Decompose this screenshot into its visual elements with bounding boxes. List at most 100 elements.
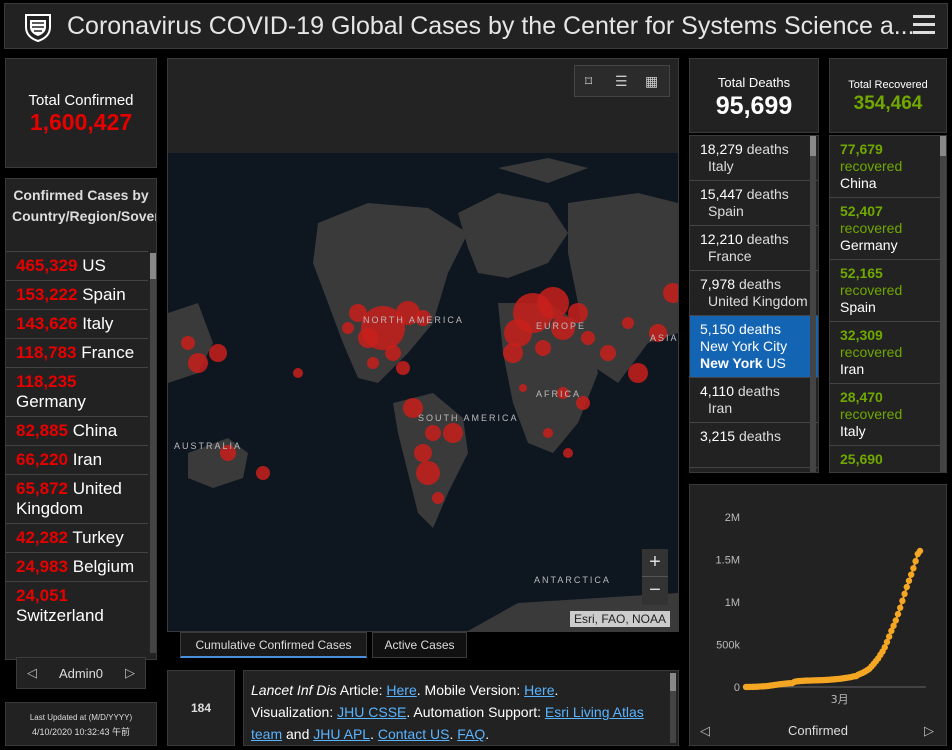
chart-prev-arrow-icon[interactable]: ◁ bbox=[700, 723, 710, 738]
country-row[interactable]: 24,051 Switzerland bbox=[6, 581, 148, 630]
y-tick-label: 0 bbox=[734, 682, 740, 694]
faq-link[interactable]: FAQ bbox=[457, 726, 486, 742]
recovered-row[interactable]: 77,679 recovered China bbox=[830, 136, 946, 198]
qr-icon[interactable]: ▦ bbox=[645, 73, 659, 89]
data-point[interactable] bbox=[896, 604, 904, 611]
country-row[interactable]: 42,282 Turkey bbox=[6, 523, 148, 552]
deaths-row[interactable]: 15,447 deaths Spain bbox=[690, 181, 818, 226]
country-list-scroll-thumb[interactable] bbox=[150, 253, 156, 279]
data-point[interactable] bbox=[912, 557, 919, 565]
deaths-row[interactable]: 3,215 deaths bbox=[690, 423, 818, 468]
deaths-scroll-thumb[interactable] bbox=[810, 136, 816, 156]
recovered-place: Germany bbox=[840, 237, 898, 253]
info-panel: Lancet Inf Dis Article: Here. Mobile Ver… bbox=[243, 670, 679, 746]
pager-label: Admin0 bbox=[58, 666, 104, 681]
deaths-row[interactable]: 7,978 deaths United Kingdom bbox=[690, 271, 818, 316]
country-name: Switzerland bbox=[16, 606, 104, 625]
label-asia: ASIA bbox=[650, 333, 678, 343]
recovered-scroll-thumb[interactable] bbox=[940, 136, 946, 156]
country-list[interactable]: 465,329 US 153,222 Spain 143,626 Italy 118,… bbox=[6, 251, 148, 630]
deaths-row[interactable]: 5,150 deaths New York City New York US bbox=[690, 316, 818, 378]
country-name: Italy bbox=[82, 314, 114, 333]
hamburger-menu-icon[interactable] bbox=[913, 15, 935, 37]
chart-next-arrow-icon[interactable]: ▷ bbox=[924, 723, 934, 738]
mobile-link[interactable]: Here bbox=[524, 682, 555, 698]
country-row[interactable]: 153,222 Spain bbox=[6, 280, 148, 309]
country-list-scrollbar[interactable] bbox=[150, 253, 156, 653]
recovered-row[interactable]: 25,690 bbox=[830, 446, 946, 472]
data-point[interactable] bbox=[883, 638, 891, 646]
data-point[interactable] bbox=[892, 617, 899, 624]
tab-cumulative-confirmed[interactable]: Cumulative Confirmed Cases bbox=[180, 632, 367, 658]
deaths-row[interactable]: 4,110 deaths Iran bbox=[690, 378, 818, 423]
data-point[interactable] bbox=[907, 571, 915, 578]
total-confirmed-panel: Total Confirmed 1,600,427 bbox=[5, 58, 157, 168]
country-row[interactable]: 24,983 Belgium bbox=[6, 552, 148, 581]
country-row[interactable]: 65,872 United Kingdom bbox=[6, 474, 148, 523]
data-point[interactable] bbox=[899, 597, 906, 605]
data-point[interactable] bbox=[888, 627, 895, 635]
country-count-value: 184 bbox=[190, 701, 212, 715]
next-arrow-icon[interactable]: ▷ bbox=[125, 665, 135, 680]
country-name: Turkey bbox=[72, 528, 124, 547]
contact-us-link[interactable]: Contact US bbox=[377, 726, 450, 742]
jhu-apl-link[interactable]: JHU APL bbox=[313, 726, 371, 742]
info-scrollbar[interactable] bbox=[670, 673, 676, 743]
recovered-scrollbar[interactable] bbox=[940, 136, 946, 472]
data-point[interactable] bbox=[916, 547, 924, 555]
world-map[interactable]: NORTH AMERICA SOUTH AMERICA EUROPE AFRIC… bbox=[167, 58, 679, 632]
recovered-place: Italy bbox=[840, 423, 866, 439]
recovered-unit: recovered bbox=[840, 158, 903, 174]
esri-living-atlas-link[interactable]: Esri Living Atlas team bbox=[251, 704, 644, 742]
data-point[interactable] bbox=[910, 565, 917, 572]
info-text-part: . bbox=[485, 726, 490, 742]
tab-active-cases[interactable]: Active Cases bbox=[372, 632, 467, 658]
info-scroll-thumb[interactable] bbox=[670, 673, 676, 691]
map-canvas[interactable]: NORTH AMERICA SOUTH AMERICA EUROPE AFRIC… bbox=[168, 153, 678, 631]
jhu-csse-link[interactable]: JHU CSSE bbox=[337, 704, 407, 720]
deaths-unit: deaths bbox=[738, 428, 781, 444]
deaths-unit: deaths bbox=[738, 276, 781, 292]
map-ocean[interactable]: NORTH AMERICA SOUTH AMERICA EUROPE AFRIC… bbox=[168, 153, 678, 631]
data-point[interactable] bbox=[903, 583, 910, 591]
deaths-list[interactable]: 18,279 deaths Italy 15,447 deaths Spain 12,2… bbox=[689, 135, 819, 473]
deaths-scrollbar[interactable] bbox=[810, 136, 816, 472]
data-point[interactable] bbox=[901, 590, 908, 598]
data-point[interactable] bbox=[894, 610, 902, 618]
country-row[interactable]: 82,885 China bbox=[6, 416, 148, 445]
list-icon[interactable]: ☰ bbox=[615, 73, 628, 89]
data-point[interactable] bbox=[881, 644, 888, 651]
confirmed-chart[interactable]: 2M 1.5M 1M 500k 0 3月 bbox=[690, 485, 946, 713]
country-confirmed-count: 66,220 bbox=[16, 450, 68, 469]
country-row[interactable]: 465,329 US bbox=[6, 251, 148, 280]
label-north-america: NORTH AMERICA bbox=[363, 315, 464, 325]
recovered-place: China bbox=[840, 175, 877, 191]
article-link[interactable]: Here bbox=[386, 682, 417, 698]
recovered-row[interactable]: 52,165 recovered Spain bbox=[830, 260, 946, 322]
total-confirmed-label: Total Confirmed bbox=[28, 92, 134, 109]
data-point[interactable] bbox=[905, 577, 913, 584]
case-circles[interactable] bbox=[181, 283, 678, 504]
deaths-place: New York City bbox=[700, 338, 788, 354]
data-point[interactable] bbox=[890, 622, 897, 629]
prev-arrow-icon[interactable]: ◁ bbox=[27, 665, 37, 680]
country-row[interactable]: 143,626 Italy bbox=[6, 309, 148, 338]
recovered-row[interactable]: 52,407 recovered Germany bbox=[830, 198, 946, 260]
country-row[interactable]: 118,783 France bbox=[6, 338, 148, 367]
deaths-unit: deaths bbox=[738, 321, 781, 337]
deaths-row[interactable]: 12,210 deaths France bbox=[690, 226, 818, 271]
country-row[interactable]: 118,235 Germany bbox=[6, 367, 148, 416]
label-europe: EUROPE bbox=[536, 321, 586, 331]
recovered-count: 52,407 bbox=[840, 203, 883, 219]
deaths-row[interactable]: 18,279 deaths Italy bbox=[690, 136, 818, 181]
recovered-row[interactable]: 32,309 recovered Iran bbox=[830, 322, 946, 384]
recovered-row[interactable]: 28,470 recovered Italy bbox=[830, 384, 946, 446]
zoom-out-button[interactable]: − bbox=[642, 576, 668, 604]
data-point[interactable] bbox=[885, 633, 893, 640]
page-title: Coronavirus COVID-19 Global Cases by the… bbox=[67, 12, 915, 40]
zoom-in-button[interactable]: + bbox=[649, 551, 661, 573]
country-row[interactable]: 66,220 Iran bbox=[6, 445, 148, 474]
recovered-list[interactable]: 77,679 recovered China 52,407 recovered Germa… bbox=[829, 135, 947, 473]
bookmark-icon[interactable]: ⌑ bbox=[585, 73, 593, 89]
info-text-part: . bbox=[554, 682, 559, 698]
